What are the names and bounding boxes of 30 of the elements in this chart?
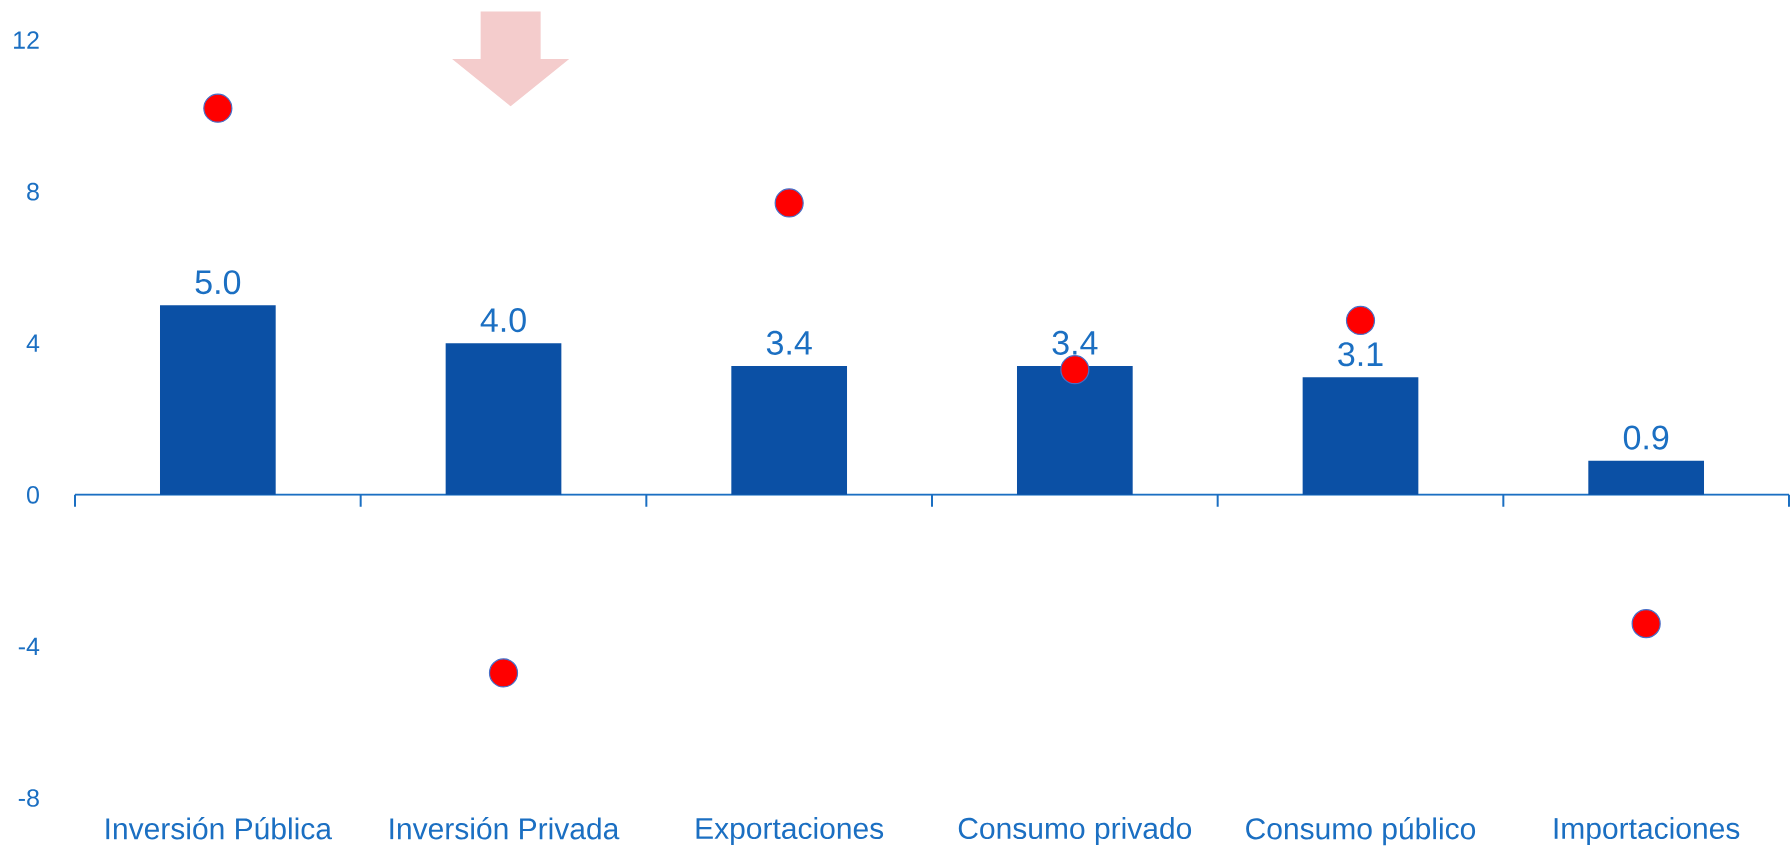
point — [1345, 305, 1376, 336]
bar — [1588, 460, 1705, 495]
x-tick-label: Consumo privado — [958, 817, 1192, 845]
x-tick-label: Importaciones — [1554, 817, 1740, 845]
point — [1631, 609, 1661, 639]
bar — [1302, 377, 1419, 495]
bar — [160, 305, 276, 495]
point — [1060, 355, 1090, 385]
point — [774, 188, 804, 218]
data-label: 3.1 — [1338, 342, 1383, 367]
y-tick-label: 8 — [27, 182, 39, 201]
x-tick-label: Exportaciones — [696, 817, 884, 845]
y-tick-label: 0 — [27, 485, 39, 504]
bar — [445, 343, 562, 495]
y-tick-label: -4 — [18, 637, 40, 655]
y-tick-label: 4 — [26, 334, 40, 352]
point — [203, 93, 233, 123]
data-label: 5.0 — [195, 270, 241, 295]
data-label: 4.0 — [480, 308, 526, 333]
point — [488, 658, 519, 688]
data-label: 0.9 — [1623, 425, 1669, 450]
y-tick-label: -8 — [18, 789, 39, 807]
y-tick-label: 12 — [14, 31, 39, 49]
bar — [1016, 365, 1133, 495]
x-tick-label: Inversión Privada — [390, 817, 620, 840]
data-label: 3.4 — [766, 330, 812, 355]
x-tick-label: Consumo público — [1246, 817, 1476, 846]
x-tick-label: Inversión Pública — [106, 817, 333, 840]
data-label: 3.4 — [1052, 330, 1098, 355]
bar — [731, 365, 848, 495]
